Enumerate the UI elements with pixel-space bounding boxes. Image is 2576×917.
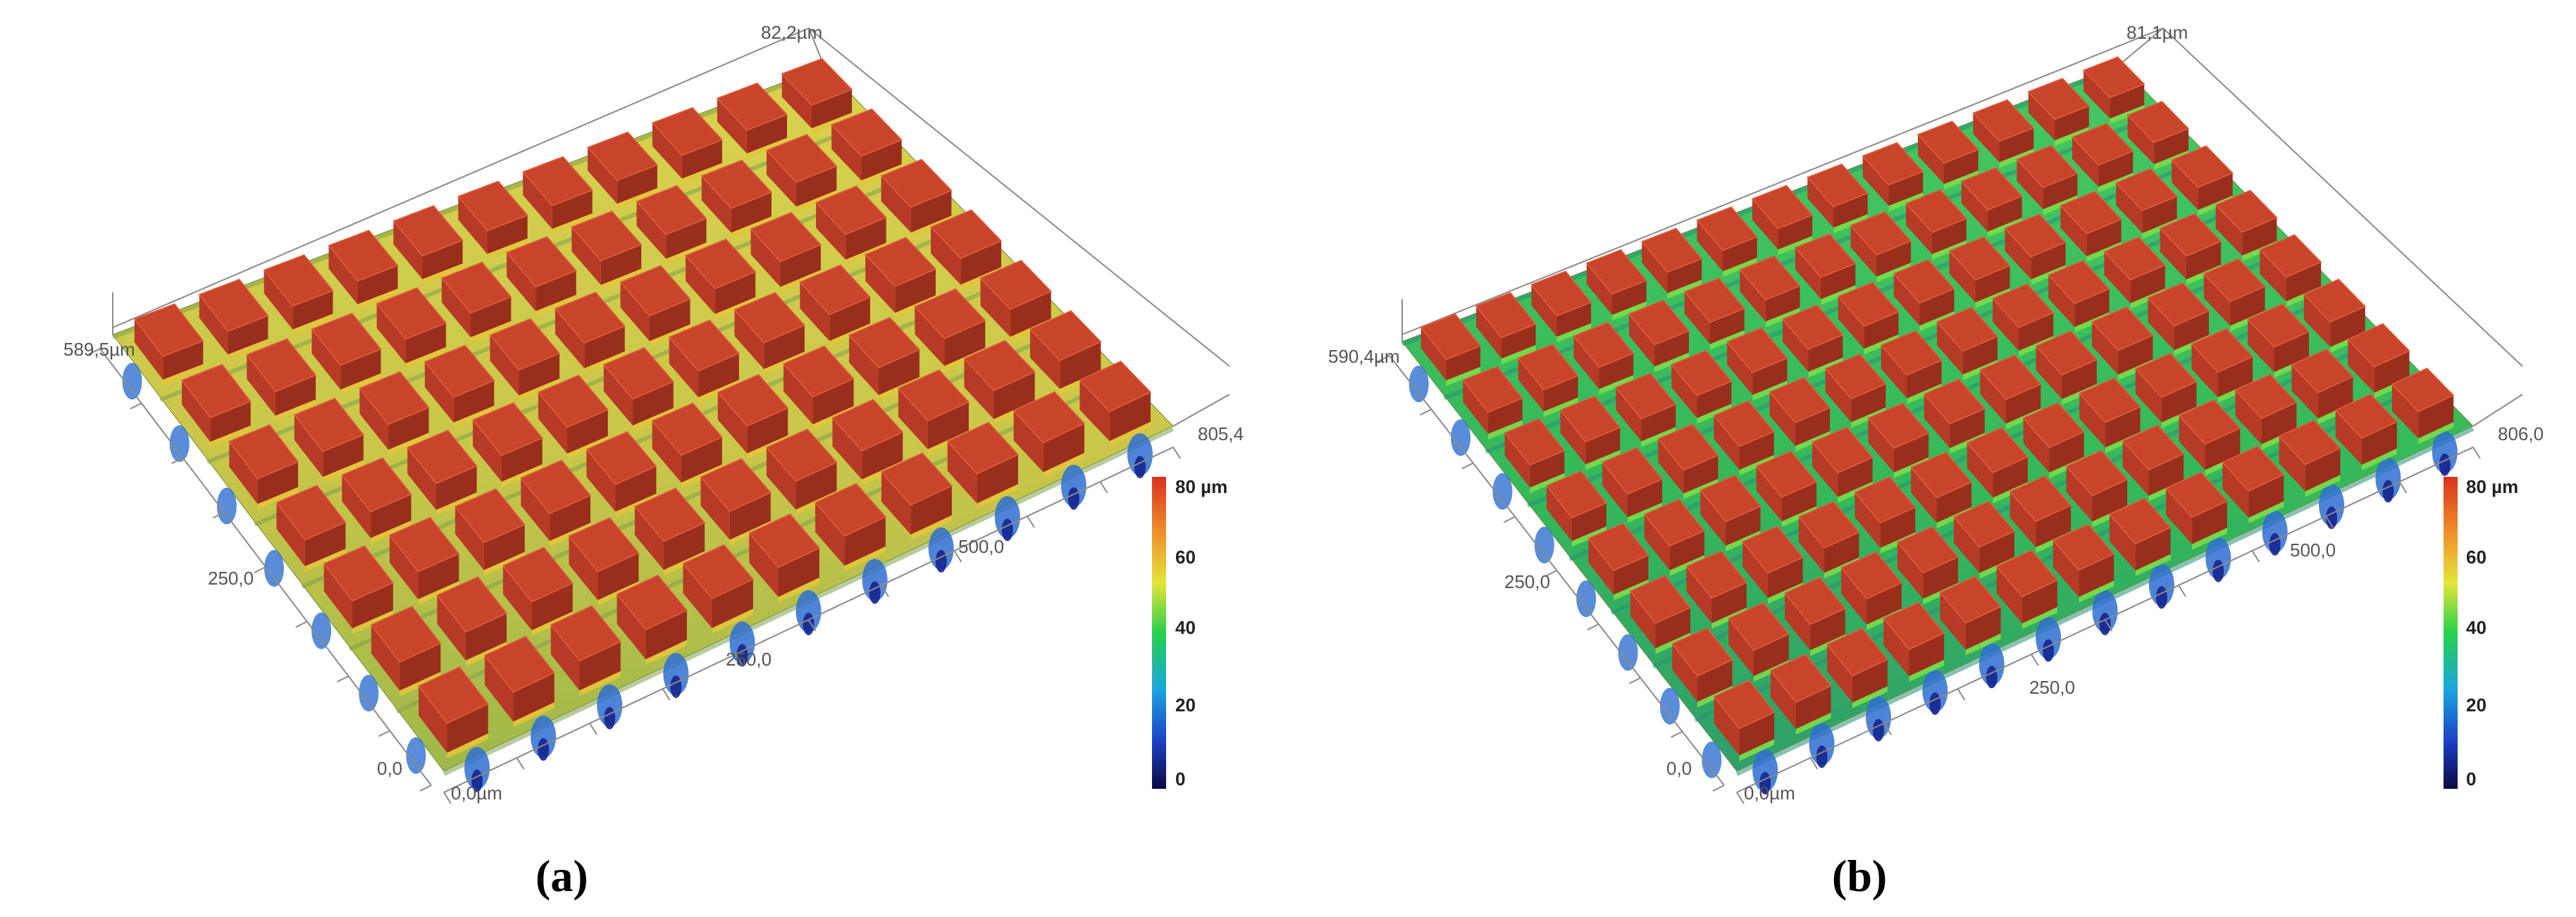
axis-ticks	[1377, 355, 2523, 804]
y-zero-label: 0,0	[377, 758, 402, 779]
x-max-label: 806,0	[2498, 423, 2544, 444]
colorbar: 80 µm 60 40 20 0	[1152, 476, 1227, 790]
panel-caption: (a)	[535, 851, 588, 901]
panel-a: 82,2µm 589,5µm 250,0 0,0 0,0µm 250,0 500…	[63, 22, 1244, 901]
y-max-label: 590,4µm	[1328, 346, 1400, 367]
x-zero-label: 0,0µm	[451, 782, 502, 804]
colorbar-tick-label: 0	[2466, 768, 2476, 790]
colorbar-tick-label: 80 µm	[1175, 476, 1227, 497]
y-mid-label: 250,0	[1504, 571, 1550, 592]
x-zero-label: 0,0µm	[1744, 782, 1795, 804]
colorbar-tick-label: 60	[1175, 547, 1196, 568]
bounding-box-lines	[1401, 27, 2523, 367]
colorbar-gradient	[2444, 477, 2458, 789]
x-mid2-label: 500,0	[958, 536, 1004, 557]
colorbar-tick-label: 20	[2466, 694, 2487, 716]
x-mid-label: 250,0	[726, 649, 772, 670]
colorbar-tick-label: 0	[1175, 768, 1185, 790]
x-mid2-label: 500,0	[2290, 539, 2336, 561]
z-max-label: 82,2µm	[761, 22, 822, 43]
x-max-label: 805,4	[1198, 423, 1244, 444]
y-max-label: 589,5µm	[63, 339, 135, 360]
surface-plot	[111, 58, 1175, 792]
colorbar: 80 µm 60 40 20 0	[2444, 476, 2518, 790]
colorbar-tick-label: 20	[1175, 694, 1196, 716]
colorbar-tick-label: 40	[1175, 617, 1196, 638]
colorbar-tick-label: 60	[2466, 547, 2487, 568]
z-max-label: 81,1µm	[2126, 22, 2188, 43]
axis-ticks	[88, 348, 1230, 804]
y-mid-label: 250,0	[208, 568, 254, 589]
x-mid-label: 250,0	[2029, 677, 2075, 698]
y-zero-label: 0,0	[1666, 758, 1692, 779]
surface-plot	[1401, 56, 2475, 795]
panel-b: 81,1µm 590,4µm 250,0 0,0 0,0µm 250,0 500…	[1328, 22, 2544, 901]
colorbar-tick-label: 40	[2466, 617, 2487, 638]
colorbar-gradient	[1152, 477, 1166, 789]
colorbar-tick-label: 80 µm	[2466, 476, 2518, 497]
panel-caption: (b)	[1832, 851, 1887, 901]
